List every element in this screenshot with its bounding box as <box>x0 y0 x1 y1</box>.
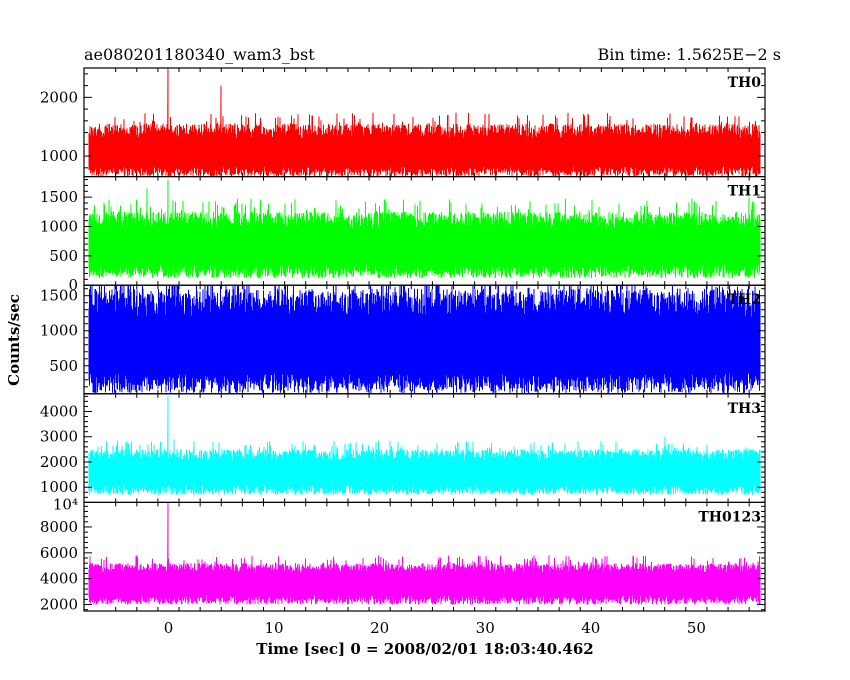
y-tick-label: 2000 <box>40 88 78 106</box>
y-tick-label: 1000 <box>40 217 78 235</box>
panel-th2: 500 1000 1500 TH2 <box>40 284 766 395</box>
panel-label: TH1 <box>728 184 761 200</box>
series-th2 <box>88 285 761 394</box>
y-tick-label: 1500 <box>40 287 78 305</box>
x-tick-label: 50 <box>687 619 706 637</box>
y-tick-label: 4000 <box>40 570 78 588</box>
panel-th0: 1000 2000 TH0 <box>40 67 766 178</box>
series-th0 <box>88 68 761 177</box>
series-th1 <box>88 179 761 279</box>
panel-label: TH0 <box>728 75 762 91</box>
bin-time-label: Bin time: 1.5625E−2 s <box>598 45 781 64</box>
y-tick-label: 8000 <box>40 518 78 536</box>
x-tick-label: 40 <box>581 619 600 637</box>
x-tick-label: 10 <box>264 619 283 637</box>
y-tick-label: 4000 <box>40 402 78 420</box>
panel-frame <box>83 501 766 612</box>
panel-th1: 0 500 1000 1500 TH1 <box>40 176 766 294</box>
panel-label: TH2 <box>728 292 761 308</box>
panel-label: TH3 <box>728 401 761 417</box>
series-th3 <box>88 396 761 495</box>
series-th0123 <box>88 502 761 605</box>
y-tick-label: 500 <box>49 247 78 265</box>
panel-label: TH0123 <box>698 509 761 525</box>
y-tick-label: 2000 <box>40 596 78 614</box>
x-tick-label: 0 <box>164 619 174 637</box>
panel-th0123: 2000 4000 6000 8000 10⁴ TH0123 <box>40 495 766 614</box>
x-axis-title: Time [sec] 0 = 2008/02/01 18:03:40.462 <box>256 640 593 658</box>
y-axis-title: Counts/sec <box>5 294 23 386</box>
y-tick-label: 3000 <box>40 428 78 446</box>
y-tick-label: 2000 <box>40 453 78 471</box>
panel-th3: 1000 2000 3000 4000 TH3 <box>40 393 766 503</box>
x-tick-label: 30 <box>476 619 495 637</box>
x-tick-label: 20 <box>370 619 389 637</box>
y-tick-label: 500 <box>49 357 78 375</box>
y-tick-label: 0 <box>68 276 78 294</box>
y-tick-label: 1000 <box>40 478 78 496</box>
y-tick-label: 1000 <box>40 322 78 340</box>
y-tick-label: 6000 <box>40 544 78 562</box>
chart-title: ae080201180340_wam3_bst <box>84 45 315 64</box>
y-tick-label: 1000 <box>40 147 78 165</box>
y-tick-label: 10⁴ <box>53 495 78 513</box>
y-tick-label: 1500 <box>40 188 78 206</box>
